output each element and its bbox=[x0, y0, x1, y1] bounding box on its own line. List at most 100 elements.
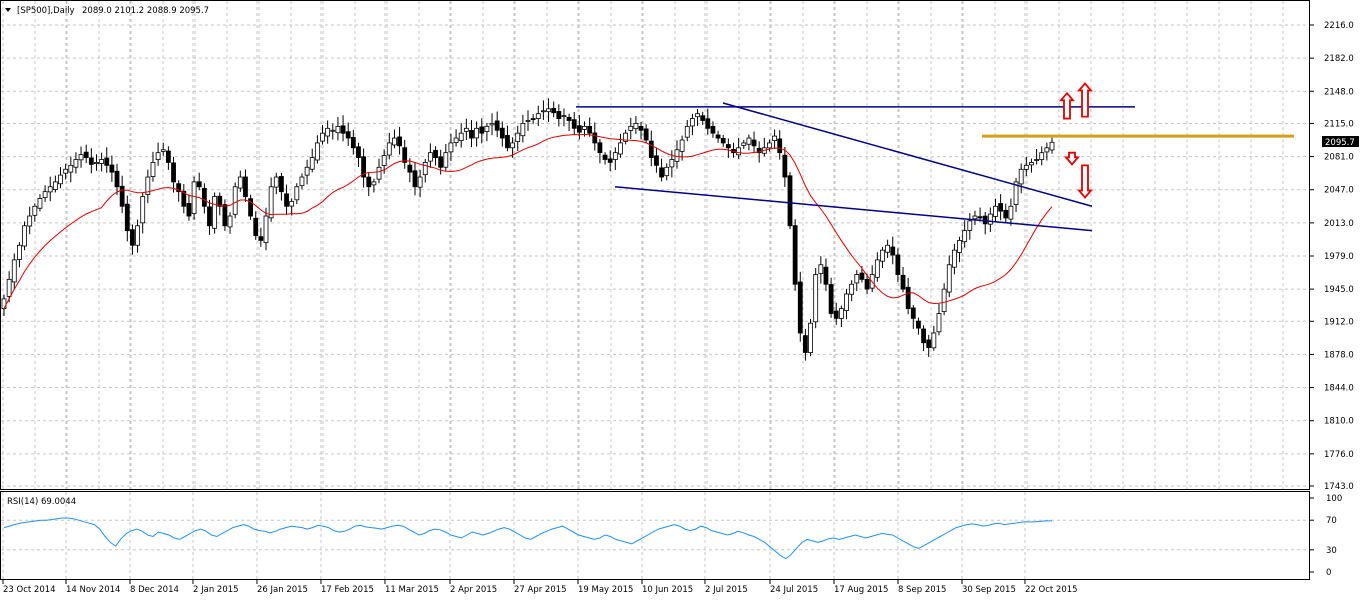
candle-body bbox=[597, 142, 603, 154]
candle-body bbox=[273, 176, 279, 188]
candle-body bbox=[880, 249, 885, 262]
candle-body bbox=[371, 181, 377, 186]
candle-body bbox=[386, 142, 392, 156]
candle-body bbox=[792, 225, 798, 285]
candle-body bbox=[772, 135, 777, 141]
candle-body bbox=[530, 118, 536, 120]
time-tick-label: 10 Jun 2015 bbox=[642, 585, 693, 595]
candle-body bbox=[1049, 141, 1055, 151]
candle-body bbox=[176, 183, 182, 193]
candle-body bbox=[94, 162, 99, 164]
candle-body bbox=[535, 113, 541, 119]
time-tick-label: 26 Jan 2015 bbox=[257, 585, 308, 595]
up-arrow-icon bbox=[1059, 91, 1075, 120]
candle-body bbox=[838, 308, 844, 319]
candle-body bbox=[145, 176, 151, 195]
candle-body bbox=[725, 144, 731, 149]
candle-body bbox=[767, 142, 772, 149]
candle-body bbox=[484, 125, 490, 132]
price-grid bbox=[1, 1, 1309, 579]
candle-body bbox=[227, 215, 233, 228]
candle-body bbox=[140, 196, 146, 224]
time-tick-label: 2 Jul 2015 bbox=[705, 585, 748, 595]
candle-body bbox=[715, 134, 721, 139]
candle-body bbox=[186, 203, 192, 217]
candle-body bbox=[469, 130, 474, 139]
candle-body bbox=[628, 125, 634, 131]
candle-body bbox=[258, 236, 264, 241]
candle-body bbox=[279, 176, 284, 193]
candle-body bbox=[679, 139, 685, 152]
current-price-label: 2095.7 bbox=[1325, 138, 1355, 148]
rsi-grid bbox=[1, 519, 1309, 551]
candle-body bbox=[818, 264, 824, 274]
candle-body bbox=[83, 151, 89, 158]
candle-body bbox=[201, 187, 207, 207]
candle-body bbox=[736, 147, 742, 156]
rsi-axis: 100 70 30 0 bbox=[1310, 494, 1342, 578]
candle-body bbox=[720, 138, 726, 144]
candle-body bbox=[422, 162, 428, 176]
candle-body bbox=[874, 259, 880, 278]
candle-body bbox=[623, 132, 629, 142]
candle-body bbox=[541, 110, 546, 113]
candle-body bbox=[962, 230, 968, 243]
candle-body bbox=[402, 147, 408, 163]
candle-body bbox=[951, 249, 957, 268]
candle-body bbox=[900, 274, 906, 290]
collapse-triangle-icon[interactable] bbox=[5, 8, 11, 12]
up-arrow-icon bbox=[1077, 82, 1093, 118]
candle-body bbox=[22, 225, 27, 247]
candle-body bbox=[1003, 210, 1009, 219]
candle-body bbox=[664, 166, 670, 177]
candle-body bbox=[520, 123, 526, 137]
candle-body bbox=[340, 125, 346, 134]
candle-body bbox=[73, 159, 79, 168]
price-tick-label: 1776.0 bbox=[1324, 450, 1354, 460]
candle-body bbox=[412, 170, 418, 188]
symbol-label: [SP500],Daily bbox=[17, 6, 75, 16]
candle-body bbox=[263, 215, 269, 244]
candle-body bbox=[345, 131, 351, 139]
candle-body bbox=[669, 159, 675, 168]
candle-body bbox=[489, 123, 495, 126]
candle-body bbox=[787, 175, 793, 227]
candle-body bbox=[972, 215, 978, 220]
candle-body bbox=[37, 198, 43, 209]
candle-body bbox=[751, 139, 757, 147]
candle-body bbox=[1023, 164, 1029, 170]
price-tick-label: 1945.0 bbox=[1324, 285, 1354, 295]
candle-body bbox=[618, 142, 623, 155]
candle-body bbox=[674, 149, 680, 162]
candle-body bbox=[381, 155, 387, 166]
candle-body bbox=[58, 174, 63, 185]
candle-body bbox=[325, 127, 331, 137]
candle-body bbox=[587, 125, 593, 134]
candle-body bbox=[114, 170, 120, 188]
candle-body bbox=[42, 191, 48, 198]
candle-body bbox=[916, 320, 921, 329]
descending-lower-trendline bbox=[614, 186, 1093, 232]
candle-body bbox=[571, 119, 577, 129]
candle-body bbox=[407, 164, 413, 173]
candle-body bbox=[448, 142, 454, 153]
candle-body bbox=[895, 254, 901, 275]
candle-body bbox=[931, 332, 937, 349]
candle-body bbox=[910, 307, 916, 319]
candle-body bbox=[505, 135, 510, 149]
candle-body bbox=[592, 132, 598, 144]
price-tick-label: 1878.0 bbox=[1324, 350, 1354, 360]
candle-body bbox=[392, 137, 397, 146]
candle-body bbox=[741, 142, 747, 146]
rsi-tick-label: 100 bbox=[1326, 494, 1342, 504]
candle-body bbox=[689, 118, 695, 127]
candle-body bbox=[196, 181, 202, 188]
candle-body bbox=[207, 206, 212, 227]
candle-body bbox=[160, 149, 166, 152]
price-tick-label: 2216.0 bbox=[1324, 21, 1354, 31]
candle-body bbox=[356, 146, 361, 158]
candle-body bbox=[443, 152, 449, 168]
candle-body bbox=[171, 162, 176, 183]
price-tick-label: 1743.0 bbox=[1324, 482, 1354, 492]
